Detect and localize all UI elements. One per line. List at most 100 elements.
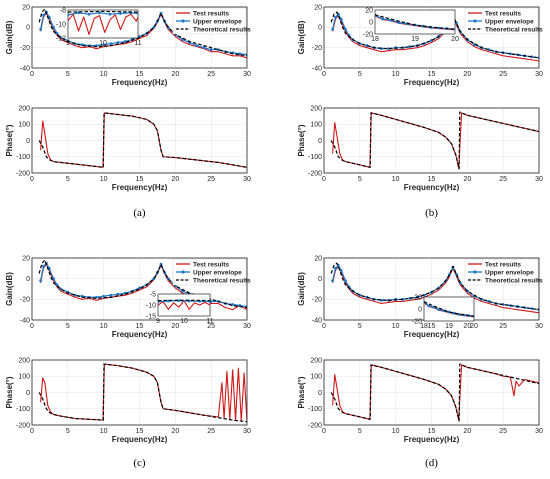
panel-c-gain-envelope-point	[42, 264, 45, 268]
panel-b-gain-inset-envelope-point	[397, 21, 401, 24]
panel-a-phase-x-tick-label: 15	[136, 176, 144, 183]
panel-d-gain-x-tick-label: 10	[392, 323, 400, 330]
panel-a-gain-legend-label-theory: Theoretical results	[193, 26, 251, 33]
panel-a-phase-y-tick-label: 0	[26, 138, 30, 145]
panel-b-gain: 0 5 10 15 20 25 30-40-20020Frequency(Hz)Gain(d…	[297, 4, 543, 87]
panel-c-gain-inset-x-tick-label: 11	[206, 318, 213, 325]
panel-d-phase-series-group	[330, 363, 539, 422]
panel-c-gain-inset: 9 10 11 -5 -10 -15	[146, 291, 214, 325]
panel-b-gain-inset-x-tick-label: 18	[371, 36, 379, 43]
panel-b-phase-x-tick-label: 30	[535, 176, 543, 183]
panel-d-gain-x-tick-label: 15	[428, 323, 436, 330]
panel-b-gain-x-axis-label: Frequency(Hz)	[404, 78, 460, 87]
panel-a-gain-inset-series-test-results	[68, 13, 138, 36]
panel-b-gain-y-tick-label: -40	[312, 65, 322, 72]
panel-a-gain-inset: 9 10 11 -8 -10 -12	[56, 7, 142, 47]
panel-d-gain-x-axis-label: Frequency(Hz)	[404, 330, 460, 339]
caption-c: (c)	[133, 457, 146, 469]
panel-b-phase-x-tick-label: 5	[358, 176, 362, 183]
panel-c-gain-x-tick-label: 30	[243, 323, 251, 330]
panel-a-gain-inset-series-group	[68, 10, 138, 36]
panel-c-phase-y-tick-label: 200	[18, 357, 30, 364]
panel-b-gain-inset-y-tick-label: -20	[363, 31, 373, 38]
panel-a-gain-inset-y-tick-label: -10	[56, 21, 66, 28]
panel-d-phase-y-tick-label: -100	[308, 406, 322, 413]
panel-c-gain: 0 5 10 15 20 25 30-40-20020Frequency(Hz)Gain(d…	[5, 255, 251, 339]
panel-b-gain-envelope-point	[408, 45, 412, 49]
panel-d-gain-y-tick-label: 0	[318, 276, 322, 283]
panel-d-gain-envelope-point	[331, 279, 334, 283]
panel-b-gain-y-tick-label: -20	[312, 45, 322, 52]
panel-d-gain-envelope-point	[339, 269, 343, 272]
panel-a-gain-envelope-point	[202, 46, 206, 50]
panel-c-gain-inset-y-tick-label: -15	[146, 313, 156, 320]
panel-c-phase-x-axis-label: Frequency(Hz)	[112, 435, 168, 444]
panel-b-phase-x-tick-label: 10	[392, 176, 400, 183]
panel-b-gain-legend-label-envelope: Upper envelope	[485, 18, 534, 25]
panel-b-gain-x-tick-label: 0	[322, 71, 326, 78]
panel-c-gain-envelope-point	[209, 300, 213, 303]
panel-a-gain-inset-x-tick-label: 11	[134, 40, 141, 47]
panel-d-gain-inset-x-tick-label: 19	[445, 323, 453, 330]
panel-d-gain-y-axis-label: Gain(dB)	[297, 272, 306, 306]
panel-b-gain-inset-series-theoretical-results	[375, 14, 455, 30]
panel-b-gain-y-tick-label: 0	[318, 25, 322, 32]
panel-c-gain-x-tick-label: 20	[171, 323, 179, 330]
panel-b-phase-x-tick-label: 15	[428, 176, 436, 183]
panel-b-phase-y-tick-label: 200	[310, 105, 322, 112]
panel-b-phase-y-tick-label: -100	[308, 154, 322, 161]
panel-b-phase-series-group	[330, 111, 539, 170]
panel-c-phase-y-tick-label: 0	[26, 390, 30, 397]
panel-c-phase-y-tick-label: -200	[16, 422, 30, 429]
panel-c-gain-legend-label-test: Test results	[193, 261, 229, 268]
panel-a-gain-envelope-point	[39, 27, 42, 31]
panel-a-gain-envelope-point	[102, 43, 106, 47]
panel-a-gain-inset-envelope-point	[108, 12, 112, 16]
panel-b-phase-y-tick-label: -200	[308, 170, 322, 177]
panel-d-gain-inset-envelope-point	[452, 311, 456, 315]
panel-a-gain-series-theoretical-results	[38, 8, 247, 57]
panel-d-phase-x-tick-label: 20	[463, 428, 471, 435]
panel-b-gain-inset-y-tick-label: 20	[365, 7, 373, 14]
panel-b-gain-envelope-point	[344, 27, 347, 31]
panel-d-gain-y-tick-label: -20	[312, 297, 322, 304]
panel-c-gain-x-tick-label: 25	[207, 323, 215, 330]
panel-d-gain-series-theoretical-results	[330, 262, 539, 311]
panel-d-gain-envelope-point	[344, 279, 347, 283]
panel-b-gain-inset-x-tick-label: 20	[451, 36, 459, 43]
panel-a-gain-x-tick-label: 20	[171, 71, 179, 78]
panel-d-gain-series-group	[330, 262, 539, 314]
panel-c-phase-x-tick-label: 5	[66, 428, 70, 435]
panel-c-phase-x-tick-label: 25	[207, 428, 215, 435]
panel-a-phase-series-test-results	[40, 112, 247, 168]
panel-a-gain-x-tick-label: 30	[243, 71, 251, 78]
panel-c-phase-x-tick-label: 15	[136, 428, 144, 435]
panel-b-gain-x-tick-label: 5	[358, 71, 362, 78]
panel-a-gain-envelope-point	[238, 52, 242, 56]
panel-d-phase-x-tick-label: 5	[358, 428, 362, 435]
panel-c-gain-x-tick-label: 10	[100, 323, 108, 330]
panel-c-gain-envelope-point	[109, 293, 113, 297]
panel-d-gain-envelope-point	[334, 266, 337, 270]
panel-c-gain-inset-envelope-point	[177, 299, 181, 302]
panel-a-gain-inset-x-tick-label: 10	[99, 40, 107, 47]
panel-c-gain-legend-label-theory: Theoretical results	[193, 277, 251, 284]
panel-a-gain-envelope-point	[195, 44, 199, 48]
panel-a-gain-inset-envelope-point	[136, 12, 138, 15]
panel-d-gain-envelope-point	[401, 297, 405, 301]
panel-d-gain-y-tick-label: 20	[314, 255, 322, 262]
panel-a-phase-x-tick-label: 30	[243, 176, 251, 183]
panel-d-phase: 0 5 10 15 20 25 30 -200 -100 0 100 200 Frequency(Hz)…	[297, 357, 543, 444]
panel-c-gain-envelope-point	[116, 292, 120, 296]
caption-b: (b)	[425, 207, 438, 219]
panel-a-gain-y-tick-label: 0	[26, 25, 30, 32]
panel-c-gain-x-tick-label: 15	[136, 323, 144, 330]
panel-d-gain-inset-series-group	[424, 301, 474, 318]
panel-d-phase-y-axis-label: Phase(°)	[297, 376, 306, 408]
panel-a-phase-x-tick-label: 0	[30, 176, 34, 183]
panel-c-gain-inset-y-tick-label: -5	[150, 291, 156, 298]
caption-a: (a)	[133, 207, 146, 219]
